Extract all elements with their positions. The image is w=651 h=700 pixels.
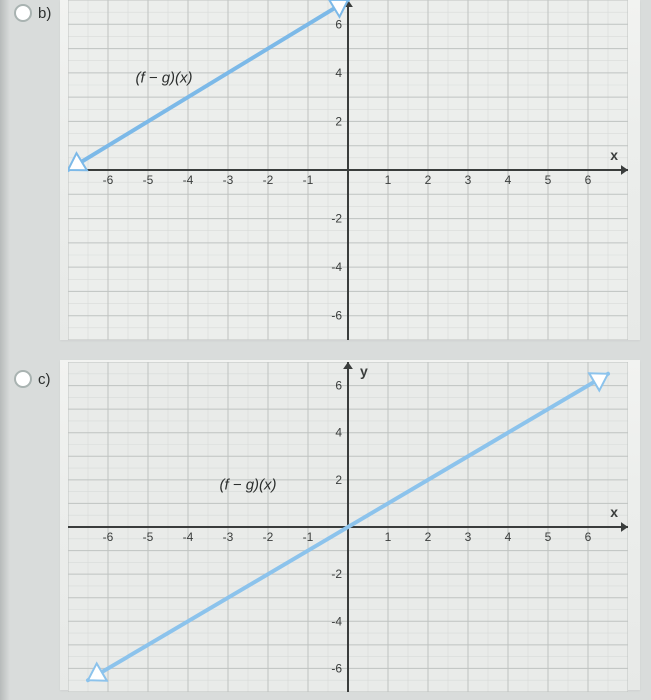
option-c-label: c) xyxy=(38,371,51,388)
x-tick-label: 3 xyxy=(465,530,472,544)
y-tick-label: -4 xyxy=(331,614,342,628)
chart-b: -6 -5 -4 -3 -2 -1 1 2 3 4 5 6 -6 -4 -2 2 4 6 x (f − g)(x) xyxy=(68,0,628,340)
x-tick-label: -2 xyxy=(263,530,274,544)
option-c[interactable]: c) xyxy=(14,370,51,388)
x-tick-label: -3 xyxy=(223,530,234,544)
x-axis-label: x xyxy=(610,504,618,520)
x-tick-label: 4 xyxy=(505,530,512,544)
x-tick-label: -5 xyxy=(143,530,154,544)
x-tick-label: 4 xyxy=(505,173,512,187)
y-tick-label: -2 xyxy=(331,567,342,581)
y-tick-label: -2 xyxy=(331,212,342,226)
x-tick-label: -1 xyxy=(303,173,314,187)
x-tick-label: 5 xyxy=(545,173,552,187)
x-tick-label: 5 xyxy=(545,530,552,544)
y-tick-label: 2 xyxy=(335,114,342,128)
option-b-label: b) xyxy=(38,5,51,22)
radio-c[interactable] xyxy=(14,370,32,388)
y-tick-label: 2 xyxy=(335,473,342,487)
y-tick-label: -6 xyxy=(331,661,342,675)
x-tick-label: 3 xyxy=(465,173,472,187)
y-tick-label: -4 xyxy=(331,260,342,274)
function-label: (f − g)(x) xyxy=(219,476,276,493)
x-tick-label: -4 xyxy=(183,530,194,544)
x-tick-label: -4 xyxy=(183,173,194,187)
x-tick-label: 6 xyxy=(585,530,592,544)
x-tick-label: -2 xyxy=(263,173,274,187)
x-tick-label: 1 xyxy=(385,173,392,187)
y-tick-label: 4 xyxy=(335,66,342,80)
y-axis-label: y xyxy=(360,363,368,379)
y-tick-label: 4 xyxy=(335,426,342,440)
x-tick-label: -3 xyxy=(223,173,234,187)
x-tick-label: -1 xyxy=(303,530,314,544)
x-axis-label: x xyxy=(610,147,618,163)
radio-b[interactable] xyxy=(14,4,32,22)
option-b[interactable]: b) xyxy=(14,4,51,22)
x-tick-label: 6 xyxy=(585,173,592,187)
x-tick-label: 1 xyxy=(385,530,392,544)
x-tick-label: -6 xyxy=(103,530,114,544)
page-left-shadow xyxy=(0,0,10,700)
y-tick-label: -6 xyxy=(331,309,342,323)
x-tick-label: 2 xyxy=(425,530,432,544)
x-tick-label: 2 xyxy=(425,173,432,187)
y-tick-label: 6 xyxy=(335,17,342,31)
function-label: (f − g)(x) xyxy=(135,70,192,87)
x-tick-label: -5 xyxy=(143,173,154,187)
y-tick-label: 6 xyxy=(335,379,342,393)
chart-c: -6 -5 -4 -3 -2 -1 1 2 3 4 5 6 -6 -4 -2 2 4 6 x y (f − g)(x) xyxy=(68,362,628,692)
x-tick-label: -6 xyxy=(103,173,114,187)
